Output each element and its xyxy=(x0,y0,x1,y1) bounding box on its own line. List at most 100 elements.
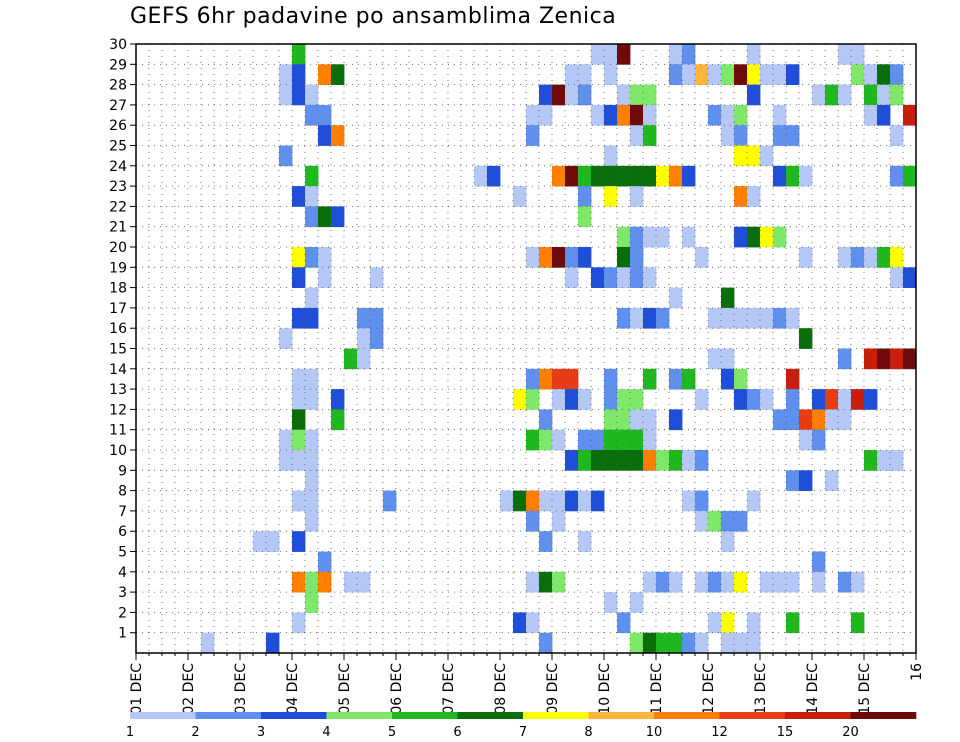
heatmap-cell xyxy=(695,571,709,593)
heatmap-cell xyxy=(305,84,319,106)
heatmap-cell xyxy=(539,247,553,268)
heatmap-cell xyxy=(773,165,787,187)
heatmap-cell xyxy=(838,84,852,106)
heatmap-cell xyxy=(604,389,618,410)
x-tick-label: 05 DEC xyxy=(337,663,353,715)
heatmap-cell xyxy=(357,348,371,370)
heatmap-cell xyxy=(747,307,761,329)
heatmap-cell xyxy=(630,125,644,146)
heatmap-cell xyxy=(305,165,319,187)
heatmap-cell xyxy=(630,247,644,268)
heatmap-cell xyxy=(292,571,306,593)
heatmap-cell xyxy=(500,490,514,512)
y-tick-label: 12 xyxy=(109,402,127,418)
heatmap-cell xyxy=(279,145,293,167)
heatmap-cell xyxy=(851,571,865,593)
heatmap-cell xyxy=(578,64,592,85)
heatmap-cell xyxy=(552,389,566,410)
heatmap-cell xyxy=(292,531,306,552)
heatmap-cell xyxy=(318,104,332,126)
heatmap-cell xyxy=(617,44,631,65)
heatmap-cell xyxy=(630,226,644,248)
heatmap-cell xyxy=(643,450,657,471)
heatmap-cell xyxy=(643,104,657,126)
heatmap-cell xyxy=(630,84,644,106)
heatmap-cell xyxy=(721,64,735,85)
heatmap-cell xyxy=(890,267,904,288)
y-tick-label: 2 xyxy=(118,605,127,621)
heatmap-cell xyxy=(695,450,709,471)
heatmap-cell xyxy=(604,368,618,390)
heatmap-cell xyxy=(539,104,553,126)
heatmap-cell xyxy=(864,104,878,126)
heatmap-cell xyxy=(643,632,657,654)
heatmap-cell xyxy=(747,64,761,85)
x-tick-label: 10 DEC xyxy=(597,663,613,715)
heatmap-cell xyxy=(851,612,865,634)
heatmap-cell xyxy=(617,104,631,126)
heatmap-cell xyxy=(526,389,540,410)
heatmap-cell xyxy=(552,368,566,390)
legend-label: 6 xyxy=(453,725,461,740)
heatmap-cell xyxy=(786,409,800,431)
heatmap-cell xyxy=(734,125,748,146)
x-tick-label: 11 DEC xyxy=(649,663,665,715)
heatmap-cell xyxy=(305,571,319,593)
x-tick-label: 12 DEC xyxy=(701,663,717,715)
heatmap-cell xyxy=(565,84,579,106)
heatmap-cell xyxy=(383,490,397,512)
x-tick-label: 06 DEC xyxy=(389,663,405,715)
heatmap-cell xyxy=(734,186,748,207)
heatmap-cell xyxy=(669,165,683,187)
heatmap-cell xyxy=(643,226,657,248)
y-tick-label: 29 xyxy=(109,57,127,73)
heatmap-cell xyxy=(877,84,891,106)
x-tick-label: 07 DEC xyxy=(441,663,457,715)
heatmap-cell xyxy=(695,632,709,654)
heatmap-cell xyxy=(682,226,696,248)
heatmap-cell xyxy=(851,44,865,65)
y-tick-label: 30 xyxy=(109,37,127,53)
y-tick-label: 27 xyxy=(109,98,127,114)
heatmap-cell xyxy=(292,307,306,329)
heatmap-cell xyxy=(760,307,774,329)
y-tick-label: 13 xyxy=(109,382,127,398)
heatmap-cell xyxy=(669,632,683,654)
legend-swatch xyxy=(261,712,327,719)
heatmap-cell xyxy=(292,267,306,288)
heatmap-cell xyxy=(305,307,319,329)
heatmap-cell xyxy=(864,247,878,268)
legend-label: 8 xyxy=(584,725,592,740)
heatmap-cell xyxy=(630,389,644,410)
heatmap-cell xyxy=(630,632,644,654)
heatmap-cell xyxy=(305,389,319,410)
heatmap-cell xyxy=(292,612,306,634)
heatmap-cell xyxy=(578,389,592,410)
heatmap-cell xyxy=(786,125,800,146)
heatmap-cell xyxy=(656,226,670,248)
legend-label: 20 xyxy=(842,725,859,740)
heatmap-cell xyxy=(279,450,293,471)
heatmap-cell xyxy=(578,450,592,471)
legend-swatch xyxy=(719,712,786,719)
y-tick-label: 18 xyxy=(109,281,127,297)
legend-label: 10 xyxy=(646,725,663,740)
heatmap-cell xyxy=(292,44,306,65)
heatmap-cell xyxy=(760,145,774,167)
heatmap-cell xyxy=(734,632,748,654)
heatmap-cell xyxy=(578,206,592,228)
heatmap-cell xyxy=(617,226,631,248)
heatmap-cell xyxy=(292,247,306,268)
heatmap-cell xyxy=(877,348,891,370)
heatmap-cell xyxy=(552,571,566,593)
heatmap-cell xyxy=(721,531,735,552)
heatmap-cell xyxy=(786,165,800,187)
heatmap-cell xyxy=(890,165,904,187)
heatmap-cell xyxy=(825,84,839,106)
heatmap-cell xyxy=(539,429,553,451)
legend-label: 12 xyxy=(711,725,728,740)
heatmap-cell xyxy=(799,409,813,431)
y-tick-label: 4 xyxy=(118,565,127,581)
y-tick-label: 6 xyxy=(118,524,127,540)
